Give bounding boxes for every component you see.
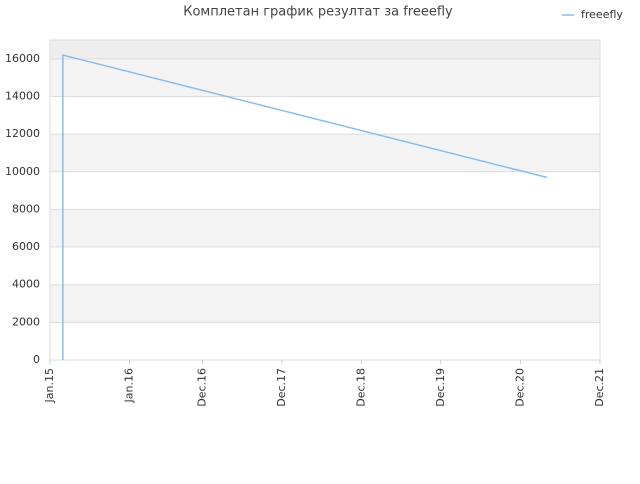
legend-label: freeefly	[581, 8, 623, 21]
plot-band	[50, 58, 600, 97]
x-tick-label: Dec.20	[514, 368, 527, 407]
x-tick-label: Dec.19	[434, 368, 447, 407]
x-tick-label: Jan.16	[122, 368, 135, 403]
y-tick-label: 6000	[12, 240, 40, 253]
y-tick-label: 14000	[5, 89, 40, 102]
plot-band	[50, 209, 600, 248]
y-tick-label: 0	[33, 353, 40, 366]
plot-band	[50, 134, 600, 172]
y-tick-label: 4000	[12, 278, 40, 291]
x-tick-label: Jan.15	[43, 368, 56, 403]
y-tick-label: 2000	[12, 315, 40, 328]
chart-title: Комплетан график резултат за freeefly	[183, 5, 453, 20]
x-tick-label: Dec.16	[195, 368, 208, 407]
y-tick-label: 16000	[5, 52, 40, 65]
x-tick-label: Dec.17	[275, 368, 288, 407]
x-tick-label: Dec.21	[593, 368, 606, 407]
y-tick-label: 10000	[5, 165, 40, 178]
data-line	[62, 54, 548, 360]
x-tick-label: Dec.18	[354, 368, 367, 407]
plot-border	[49, 39, 601, 361]
y-tick-label: 8000	[12, 202, 40, 215]
plot-band	[50, 284, 600, 323]
y-tick-label: 12000	[5, 127, 40, 140]
